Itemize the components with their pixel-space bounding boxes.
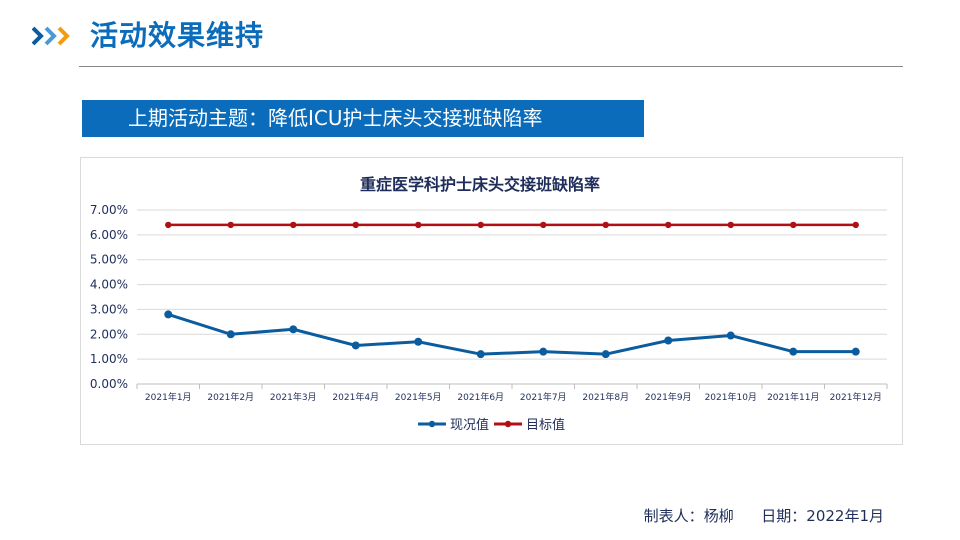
maker-label: 制表人： xyxy=(643,507,704,525)
data-point xyxy=(602,221,609,229)
data-point xyxy=(789,347,798,356)
y-tick-label: 1.00% xyxy=(90,352,128,366)
data-point xyxy=(290,221,297,229)
data-point xyxy=(226,330,235,339)
x-tick-label: 2021年4月 xyxy=(332,391,379,403)
x-tick-label: 2021年6月 xyxy=(457,391,504,403)
data-point xyxy=(601,350,610,359)
data-point xyxy=(351,341,360,350)
data-point xyxy=(227,221,234,229)
y-tick-label: 4.00% xyxy=(90,278,128,292)
data-point xyxy=(790,221,797,229)
data-point xyxy=(477,221,484,229)
x-tick-label: 2021年7月 xyxy=(520,391,567,403)
data-point xyxy=(414,337,423,346)
data-point xyxy=(289,325,298,334)
y-tick-label: 6.00% xyxy=(90,228,128,242)
y-tick-label: 5.00% xyxy=(90,253,128,267)
x-tick-label: 2021年2月 xyxy=(207,391,254,403)
data-point xyxy=(664,336,673,345)
data-point xyxy=(726,331,735,340)
date-label: 日期： xyxy=(761,507,807,525)
data-point xyxy=(352,221,359,229)
data-point xyxy=(665,221,672,229)
x-tick-label: 2021年3月 xyxy=(270,391,317,403)
data-point xyxy=(851,347,860,356)
data-point xyxy=(852,221,859,229)
data-point xyxy=(540,221,547,229)
legend-label: 目标值 xyxy=(526,417,565,433)
legend-marker xyxy=(428,420,436,428)
topic-banner: 上期活动主题：降低ICU护士床头交接班缺陷率 xyxy=(82,100,644,137)
y-tick-label: 2.00% xyxy=(90,327,128,341)
maker-name: 杨柳 xyxy=(703,507,734,525)
x-tick-label: 2021年8月 xyxy=(582,391,629,403)
y-tick-label: 7.00% xyxy=(90,203,128,217)
chart-frame xyxy=(80,157,903,445)
legend-label: 现况值 xyxy=(450,417,489,433)
data-point xyxy=(539,347,548,356)
data-point xyxy=(165,221,172,229)
series-line xyxy=(167,312,856,356)
x-tick-label: 2021年10月 xyxy=(705,391,757,403)
legend-marker xyxy=(504,420,512,428)
x-tick-label: 2021年1月 xyxy=(145,391,192,403)
triple-chevron-icon xyxy=(32,26,70,46)
data-point xyxy=(476,350,485,359)
y-tick-label: 3.00% xyxy=(90,302,128,316)
title-divider xyxy=(79,66,903,67)
chart-title: 重症医学科护士床头交接班缺陷率 xyxy=(359,175,600,194)
x-tick-label: 2021年11月 xyxy=(767,391,819,403)
x-tick-label: 2021年9月 xyxy=(645,391,692,403)
x-tick-label: 2021年5月 xyxy=(395,391,442,403)
page-title: 活动效果维持 xyxy=(90,19,265,52)
data-point xyxy=(727,221,734,229)
data-point xyxy=(415,221,422,229)
x-tick-label: 2021年12月 xyxy=(830,391,882,403)
y-tick-label: 0.00% xyxy=(90,377,128,391)
footer: 制表人：杨柳 日期：2022年1月 xyxy=(644,505,884,526)
date-value: 2022年1月 xyxy=(806,507,884,525)
data-point xyxy=(164,310,173,319)
